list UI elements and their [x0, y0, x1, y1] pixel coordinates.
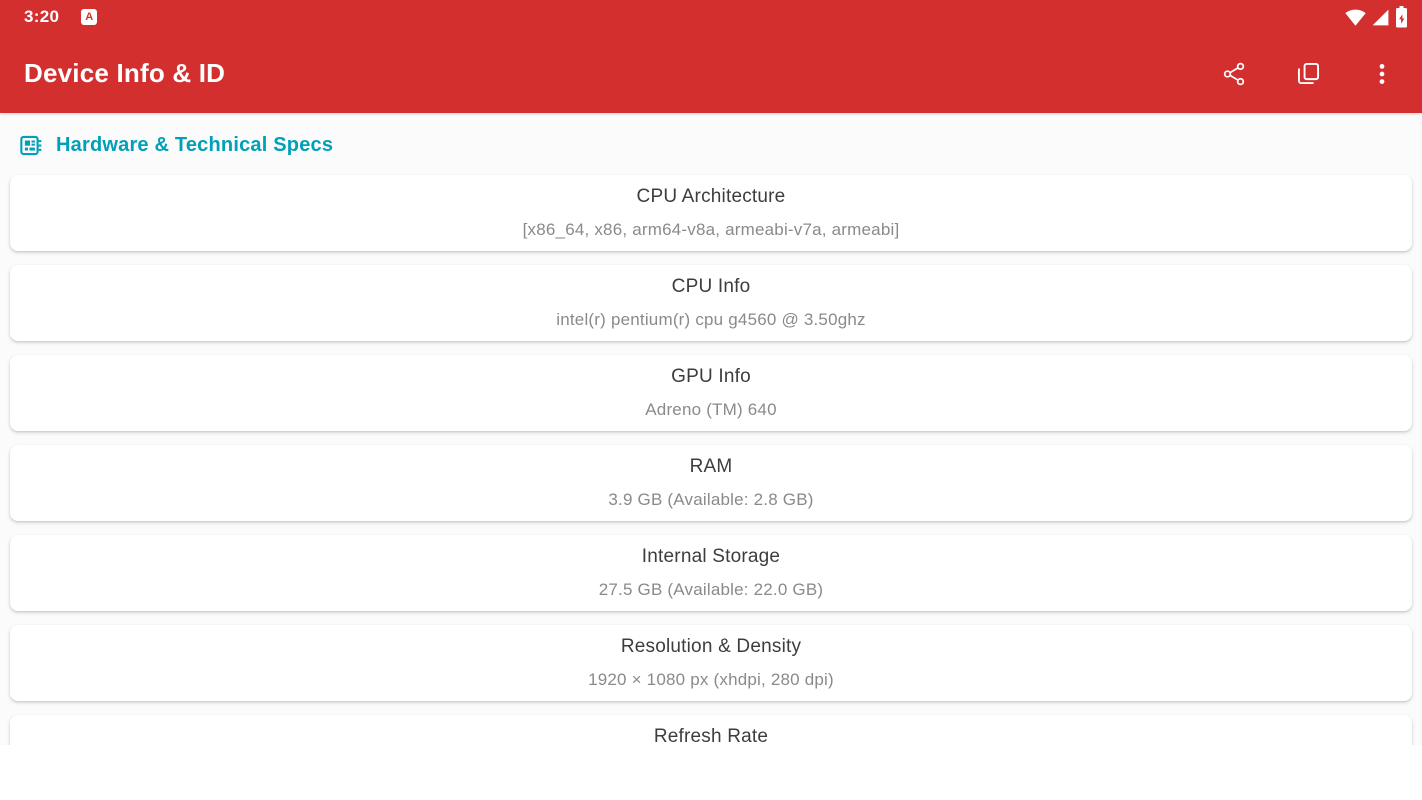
- card-title: CPU Info: [671, 276, 751, 297]
- copy-icon: [1297, 62, 1319, 85]
- card-value: 3.9 GB (Available: 2.8 GB): [608, 490, 814, 509]
- status-time: 3:20: [24, 7, 60, 26]
- card-value: 1920 × 1080 px (xhdpi, 280 dpi): [588, 670, 834, 689]
- spec-card-list: CPU Architecture [x86_64, x86, arm64-v8a…: [0, 175, 1422, 745]
- share-icon: [1223, 62, 1245, 85]
- spec-card-cpu-architecture[interactable]: CPU Architecture [x86_64, x86, arm64-v8a…: [10, 175, 1412, 251]
- card-value: [x86_64, x86, arm64-v8a, armeabi-v7a, ar…: [522, 220, 900, 239]
- overflow-menu-icon: [1379, 63, 1385, 84]
- card-value: intel(r) pentium(r) cpu g4560 @ 3.50ghz: [556, 310, 866, 329]
- toolbar-actions: [1214, 54, 1402, 94]
- notification-a-icon: A: [81, 9, 98, 25]
- section-header: Hardware & Technical Specs: [18, 132, 1422, 158]
- section-title: Hardware & Technical Specs: [56, 133, 334, 156]
- card-title: CPU Architecture: [636, 186, 786, 207]
- wifi-icon: [1345, 7, 1366, 28]
- card-title: Internal Storage: [641, 546, 781, 567]
- spec-card-cpu-info[interactable]: CPU Info intel(r) pentium(r) cpu g4560 @…: [10, 265, 1412, 341]
- card-value: 27.5 GB (Available: 22.0 GB): [598, 580, 824, 599]
- content-area: Hardware & Technical Specs CPU Architect…: [0, 132, 1422, 745]
- battery-charging-icon: [1395, 6, 1408, 28]
- card-title: RAM: [689, 456, 733, 477]
- page-title: Device Info & ID: [24, 58, 226, 88]
- share-button[interactable]: [1214, 54, 1254, 94]
- copy-button[interactable]: [1288, 54, 1328, 94]
- card-title: GPU Info: [671, 366, 751, 387]
- overflow-menu-button[interactable]: [1362, 54, 1402, 94]
- spec-card-resolution-density[interactable]: Resolution & Density 1920 × 1080 px (xhd…: [10, 625, 1412, 701]
- card-value: Adreno (TM) 640: [645, 400, 777, 419]
- chip-icon: [20, 135, 42, 155]
- spec-card-gpu-info[interactable]: GPU Info Adreno (TM) 640: [10, 355, 1412, 431]
- status-icons: [1345, 6, 1408, 28]
- app-window: 3:20 A: [0, 0, 1422, 745]
- spec-card-ram[interactable]: RAM 3.9 GB (Available: 2.8 GB): [10, 445, 1412, 521]
- spec-card-internal-storage[interactable]: Internal Storage 27.5 GB (Available: 22.…: [10, 535, 1412, 611]
- cellular-signal-icon: [1371, 8, 1390, 27]
- spec-card-refresh-rate[interactable]: Refresh Rate: [10, 715, 1412, 745]
- card-title: Resolution & Density: [620, 636, 802, 657]
- card-title: Refresh Rate: [653, 726, 769, 745]
- toolbar: Device Info & ID: [0, 34, 1422, 113]
- status-bar: 3:20 A: [0, 0, 1422, 34]
- app-bar: 3:20 A: [0, 0, 1422, 113]
